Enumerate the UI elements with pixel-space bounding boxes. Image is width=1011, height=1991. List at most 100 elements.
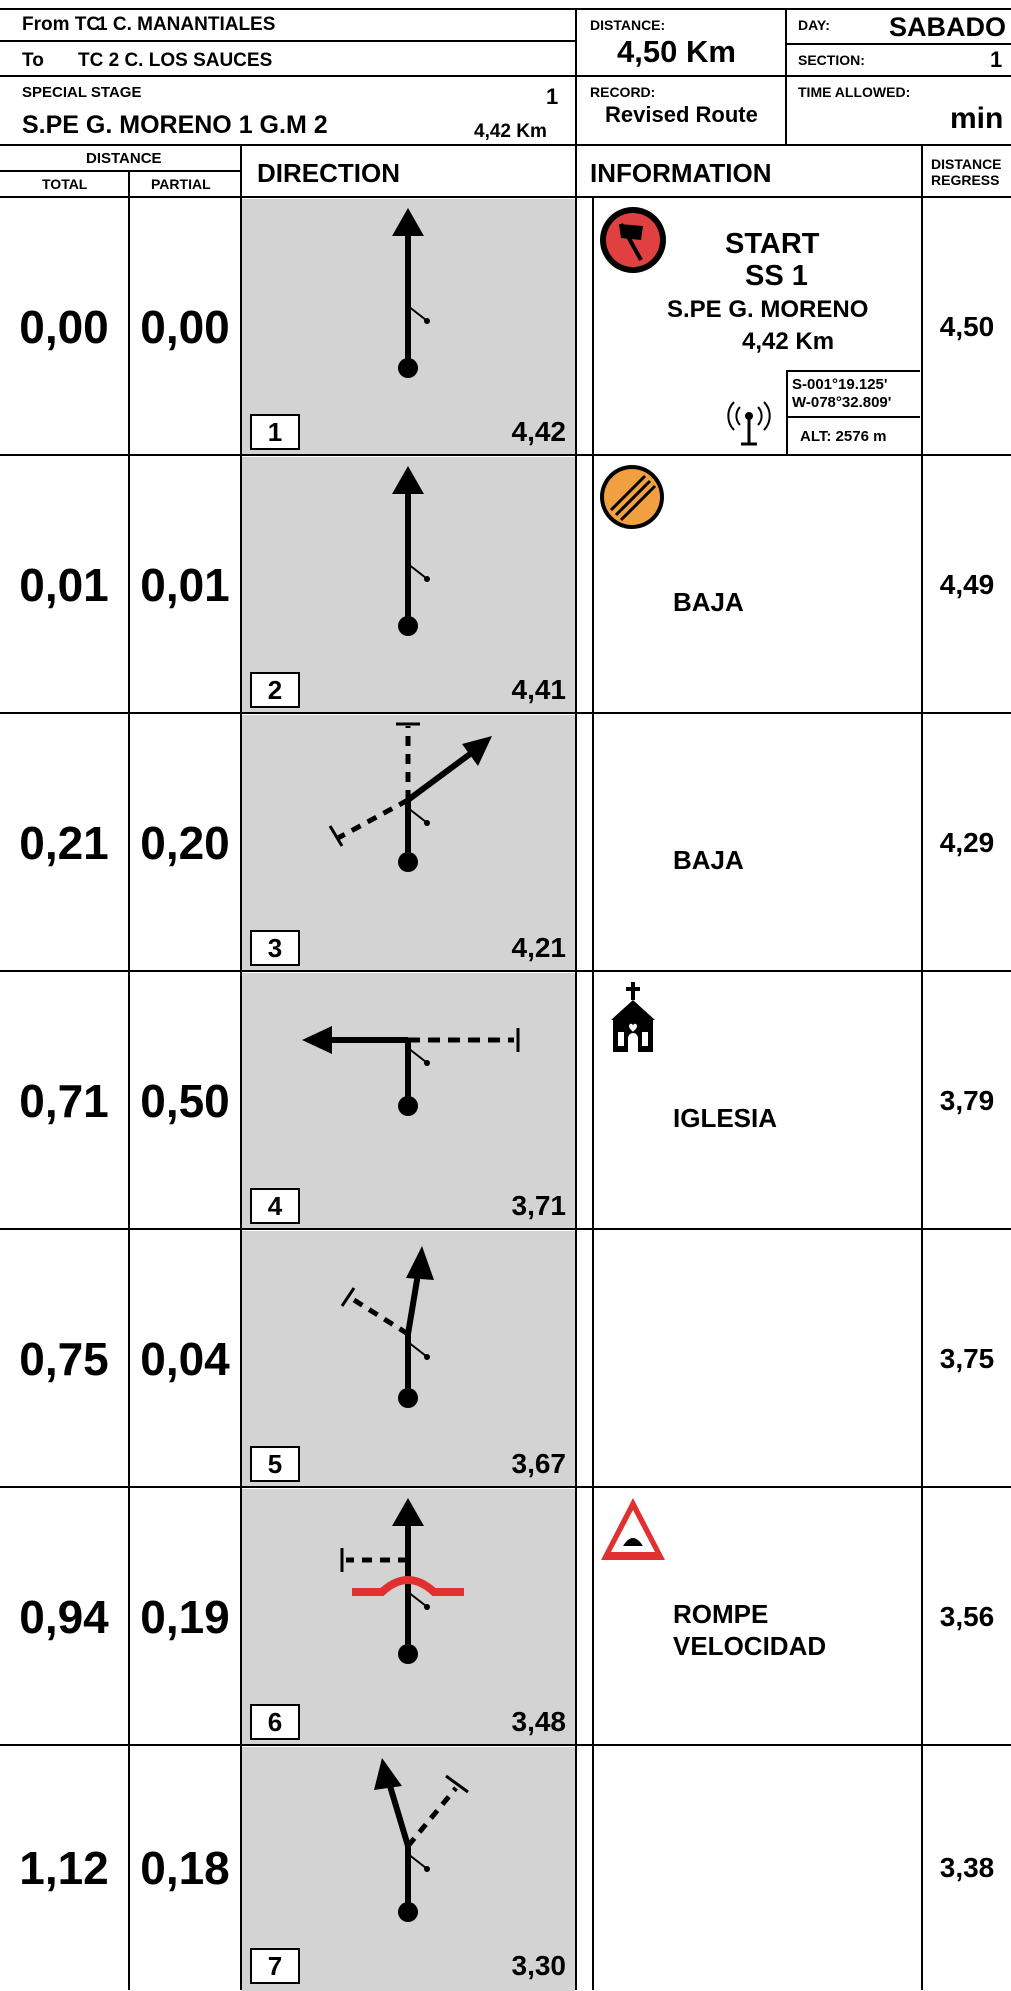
info-cell [595, 1230, 921, 1488]
distance-regress-header-line1: DISTANCE [931, 156, 1002, 172]
info-cell: IGLESIA [595, 972, 921, 1230]
info-cell: BAJA [595, 714, 921, 972]
special-stage-label: SPECIAL STAGE [22, 84, 142, 101]
waypoint-number-box: 7 [250, 1948, 300, 1984]
altitude: ALT: 2576 m [800, 428, 887, 445]
distance-to-end: 4,21 [511, 932, 567, 963]
total-distance: 0,71 [19, 1075, 109, 1127]
waypoint-number-box: 2 [250, 672, 300, 708]
distance-to-end: 3,48 [511, 1706, 567, 1737]
speed-bump-warning-icon [601, 1498, 665, 1560]
info-note: BAJA [673, 587, 744, 617]
waypoint-number-box: 3 [250, 930, 300, 966]
longitude: W-078°32.809' [792, 394, 892, 411]
tulip-diagram [328, 722, 492, 872]
waypoint-number-box: 5 [250, 1446, 300, 1482]
distance-to-end: 3,71 [511, 1190, 567, 1221]
partial-distance: 0,18 [140, 1842, 230, 1894]
information-column-header: INFORMATION [590, 158, 772, 188]
distance-value: 4,50 Km [617, 34, 736, 69]
start-flag-icon [600, 207, 666, 273]
record-value: Revised Route [605, 102, 758, 127]
tulip-diagram [374, 1758, 469, 1922]
stage-name: S.PE G. MORENO 1 G.M 2 [22, 111, 328, 139]
stage-length: 4,42 Km [474, 121, 547, 142]
special-stage-code: SS 1 [745, 260, 808, 292]
total-distance: 0,75 [19, 1333, 109, 1385]
special-stage-number: 1 [546, 84, 559, 109]
record-label: RECORD: [590, 84, 656, 100]
total-column-header: TOTAL [42, 176, 88, 192]
start-label: START [725, 228, 820, 260]
distance-to-end: 4,42 [511, 416, 567, 447]
day-value: SABADO [889, 12, 1007, 42]
tulip-diagram [302, 1026, 520, 1116]
table-row: 0,94 0,19 6 3,48 ROMPE VELOCIDAD 3,56 [0, 1488, 1011, 1746]
header-top-border [0, 8, 1011, 10]
distance-regress: 4,50 [939, 311, 995, 342]
info-note-line2: VELOCIDAD [673, 1631, 827, 1661]
church-icon [611, 982, 655, 1052]
table-row: 1,12 0,18 7 3,30 3,38 [0, 1746, 1011, 1991]
distance-to-end: 3,30 [511, 1950, 567, 1981]
end-of-restriction-icon [600, 465, 664, 529]
partial-column-header: PARTIAL [151, 176, 211, 192]
waypoint-number-box: 6 [250, 1704, 300, 1740]
distance-label: DISTANCE: [590, 17, 666, 33]
distance-regress: 4,29 [939, 827, 995, 858]
time-allowed-value: min [950, 102, 1004, 135]
info-cell [595, 1746, 921, 1990]
table-row: 0,21 0,20 3 4,21 BAJA 4,29 [0, 714, 1011, 972]
distance-to-end: 3,67 [511, 1448, 567, 1479]
partial-distance: 0,19 [140, 1591, 230, 1643]
header-divider-1 [575, 8, 577, 196]
waypoint-number-box: 1 [250, 414, 300, 450]
table-row: 0,71 0,50 4 3,71 IGLESIA 3,79 [0, 972, 1011, 1230]
day-label: DAY: [798, 17, 830, 33]
section-label: SECTION: [798, 52, 865, 68]
to-value: TC 2 C. LOS SAUCES [78, 50, 273, 71]
stage-name-info: S.PE G. MORENO [667, 296, 869, 323]
partial-distance: 0,50 [140, 1075, 230, 1127]
direction-column-header: DIRECTION [257, 158, 400, 188]
partial-distance: 0,01 [140, 559, 230, 611]
distance-regress-header-line2: REGRESS [931, 172, 1000, 188]
table-row: 0,01 0,01 2 4,41 BAJA 4,49 [0, 456, 1011, 714]
tulip-diagram [392, 466, 430, 636]
coordinates-box: S-001°19.125' W-078°32.809' ALT: 2576 m [786, 370, 920, 456]
tulip-diagram [340, 1498, 464, 1664]
table-row: 0,00 0,00 1 4,42 START SS 1 S.PE G. MORE… [0, 198, 1011, 456]
info-cell: ROMPE VELOCIDAD [595, 1488, 921, 1746]
to-label: To [22, 50, 44, 71]
from-label: From TC [22, 14, 101, 35]
from-value: 1 C. MANANTIALES [97, 14, 276, 35]
partial-distance: 0,04 [140, 1333, 230, 1385]
table-row: 0,75 0,04 5 3,67 3,75 [0, 1230, 1011, 1488]
latitude: S-001°19.125' [792, 376, 888, 393]
distance-regress: 4,49 [939, 569, 995, 600]
tulip-diagram [340, 1246, 434, 1408]
stage-length-info: 4,42 Km [742, 328, 835, 355]
distance-regress: 3,56 [939, 1601, 995, 1632]
distance-regress: 3,38 [939, 1852, 995, 1883]
total-distance: 0,21 [19, 817, 109, 869]
distance-regress: 3,75 [939, 1343, 995, 1374]
info-cell: START SS 1 S.PE G. MORENO 4,42 Km S-001°… [595, 198, 921, 456]
tulip-diagram [392, 208, 430, 378]
distance-regress: 3,79 [939, 1085, 995, 1116]
total-distance: 0,01 [19, 559, 109, 611]
partial-distance: 0,20 [140, 817, 230, 869]
info-cell: BAJA [595, 456, 921, 714]
distance-column-header: DISTANCE [86, 150, 162, 167]
total-distance: 0,94 [19, 1591, 109, 1643]
partial-distance: 0,00 [140, 301, 230, 353]
time-allowed-label: TIME ALLOWED: [798, 84, 911, 100]
info-note: ROMPE [673, 1599, 769, 1629]
antenna-signal-icon [727, 401, 771, 446]
total-distance: 1,12 [19, 1842, 109, 1894]
section-value: 1 [990, 47, 1003, 72]
waypoint-number-box: 4 [250, 1188, 300, 1224]
distance-to-end: 4,41 [511, 674, 567, 705]
info-note: IGLESIA [673, 1103, 778, 1133]
total-distance: 0,00 [19, 301, 109, 353]
